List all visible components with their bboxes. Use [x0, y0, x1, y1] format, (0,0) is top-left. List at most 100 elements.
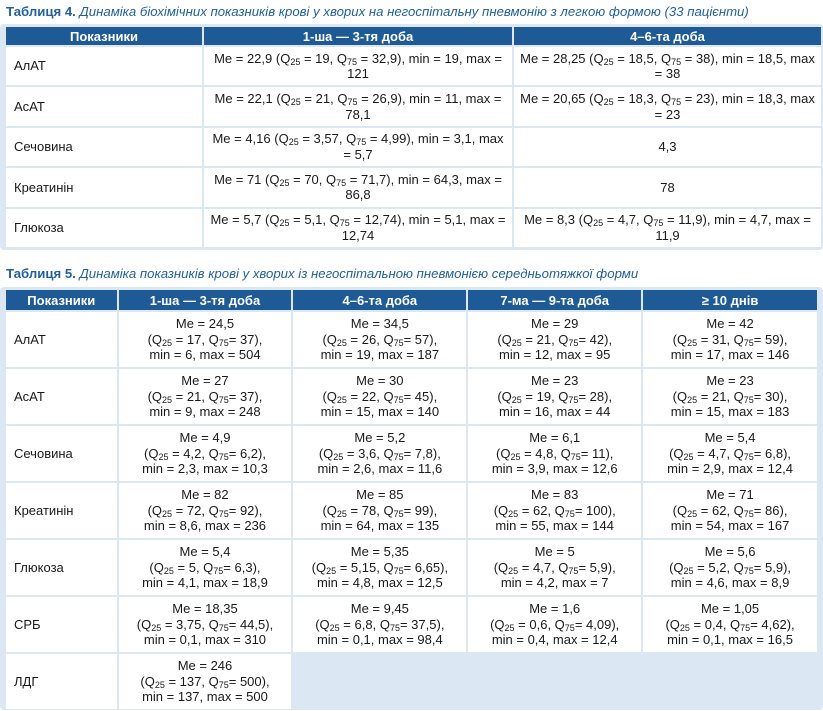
q75-value: 37,5 — [411, 616, 437, 632]
row-label: АсАТ — [6, 369, 117, 424]
table4-header-row: Показники 1-ша — 3-тя доба 4–6-та доба — [6, 27, 821, 45]
q25-value: 72 — [186, 502, 202, 518]
table4: Показники 1-ша — 3-тя доба 4–6-та доба АлА… — [4, 25, 823, 249]
stat-cell: Me = 246 (Q25 = 137, Q75= 500), min = 137,… — [118, 654, 292, 709]
min-value: 64,3 — [433, 171, 459, 187]
min-value: 16 — [534, 404, 550, 420]
median-value: 5,2 — [387, 430, 406, 446]
q25-value: 22 — [361, 388, 377, 404]
q25-value: 19 — [536, 388, 552, 404]
q25-value: 31 — [711, 331, 727, 347]
q75-value: 38 — [695, 50, 711, 66]
max-value: 12,6 — [592, 461, 618, 477]
min-value: 6 — [185, 347, 193, 363]
stat-cell: Me = 8,3 (Q25 = 4,7, Q75 = 11,9), min = … — [514, 208, 821, 247]
max-value: 167 — [767, 518, 790, 534]
stat-cell: Me = 5,7 (Q25 = 5,1, Q75 = 12,74), min =… — [204, 208, 512, 247]
max-value: 12,74 — [341, 227, 375, 243]
table4-caption-label: Таблиця 4. — [6, 4, 76, 19]
max-value: 98,4 — [417, 632, 443, 648]
min-value: 2,6 — [353, 461, 372, 477]
min-value: 54 — [706, 518, 722, 534]
q25-value: 21 — [711, 388, 727, 404]
min-value: 12 — [534, 347, 550, 363]
q75-value: 23 — [695, 91, 711, 107]
table4-caption: Таблиця 4. Динаміка біохімічних показник… — [6, 4, 749, 19]
stat-cell: Me = 71 (Q25 = 70, Q75 = 71,7), min = 64… — [204, 168, 512, 207]
stat-cell: Me = 5,6 (Q25 = 5,2, Q75= 5,9), min = 4,6,… — [643, 540, 817, 595]
table5-header-row: Показники 1-ша — 3-тя доба 4–6-та доба 7-ма… — [6, 290, 817, 310]
max-value: 5,7 — [354, 146, 373, 162]
median-value: 22,9 — [246, 50, 273, 66]
table5-header-0: Показники — [6, 290, 117, 310]
median-value: 34,5 — [383, 316, 409, 332]
stat-cell: Me = 5,4 (Q25 = 4,7, Q75= 6,8), min = 2,9,… — [643, 426, 817, 481]
table-row: АсАТ Me = 22,1 (Q25 = 21, Q75 = 26,9), mi… — [6, 87, 821, 126]
q75-value: 30 — [765, 388, 780, 404]
stat-cell: Me = 5,35 (Q25 = 5,15, Q75= 6,65), min = 4… — [293, 540, 467, 595]
min-value: 3,9 — [527, 461, 546, 477]
empty-cell — [468, 654, 642, 709]
max-value: 310 — [244, 632, 267, 648]
table-row: Глюкоза Me = 5,4 (Q25 = 5, Q75= 6,3), min =… — [6, 540, 817, 595]
table5-header-1: 1-ша — 3-тя доба — [118, 290, 292, 310]
row-label: Глюкоза — [6, 208, 202, 247]
max-value: 144 — [592, 518, 614, 534]
q25-value: 19 — [315, 50, 330, 66]
min-value: 4,1 — [177, 575, 196, 591]
stat-cell: Me = 9,45 (Q25 = 6,8, Q75= 37,5), min = 0,… — [293, 597, 467, 652]
table4-header-1: 1-ша — 3-тя доба — [204, 27, 512, 45]
row-label: АлАТ — [6, 47, 202, 86]
max-value: 504 — [238, 347, 261, 363]
min-value: 4,8 — [352, 575, 371, 591]
median-value: 1,6 — [562, 601, 581, 617]
table5-header-3: 7-ма — 9-та доба — [468, 290, 642, 310]
q75-value: 4,62 — [761, 616, 787, 632]
max-value: 18,9 — [242, 575, 268, 591]
q75-value: 26,9 — [372, 91, 398, 107]
q75-value: 6,2 — [239, 445, 259, 461]
min-value: 137 — [177, 689, 200, 705]
max-value: 187 — [417, 347, 440, 363]
min-value: 18,3 — [757, 91, 784, 107]
median-value: 30 — [389, 373, 404, 389]
max-value: 23 — [665, 106, 681, 122]
table-row: СРБ Me = 18,35 (Q25 = 3,75, Q75= 44,5), min… — [6, 597, 817, 652]
stat-cell: Me = 20,65 (Q25 = 18,3, Q75 = 23), min =… — [514, 87, 821, 126]
min-value: 0,1 — [702, 632, 722, 648]
median-value: 5,4 — [212, 544, 231, 560]
empty-cell — [643, 654, 817, 709]
q75-value: 37 — [239, 331, 255, 347]
stat-cell: Me = 5 (Q25 = 4,7, Q75= 5,9), min = 4,2, m… — [468, 540, 642, 595]
median-value: 5,6 — [737, 544, 756, 560]
min-value: 19 — [356, 347, 371, 363]
max-value: 78,1 — [345, 106, 371, 122]
q25-value: 21 — [315, 91, 331, 107]
max-value: 11,6 — [417, 461, 443, 477]
median-value: 4,16 — [245, 131, 271, 147]
min-value: 19 — [444, 50, 459, 66]
stat-cell: Me = 29 (Q25 = 21, Q75= 42), min = 12, max… — [468, 312, 642, 367]
max-value: 16,5 — [767, 632, 793, 648]
q25-value: 0,4 — [704, 616, 723, 632]
q75-value: 6,3 — [234, 559, 253, 575]
q25-value: 4,7 — [533, 559, 552, 575]
median-value: 71 — [246, 171, 262, 187]
q75-value: 7,8 — [414, 445, 433, 461]
min-value: 17 — [706, 347, 722, 363]
median-value: 24,5 — [208, 316, 235, 332]
q75-value: 6,65 — [414, 559, 441, 575]
median-value: 71 — [739, 487, 754, 503]
q75-value: 11,9 — [678, 212, 703, 228]
table4-header-0: Показники — [6, 27, 202, 45]
stat-cell: Me = 23 (Q25 = 19, Q75= 28), min = 16, max… — [468, 369, 642, 424]
q75-value: 57 — [414, 331, 430, 347]
max-value: 7 — [601, 575, 609, 591]
q75-value: 4,99 — [381, 131, 407, 147]
q25-value: 3,6 — [358, 445, 377, 461]
q75-value: 28 — [589, 388, 605, 404]
table5-header-4: ≥ 10 днів — [643, 290, 817, 310]
q25-value: 21 — [536, 331, 552, 347]
row-label: Сечовина — [6, 127, 202, 167]
median-value: 9,45 — [383, 601, 409, 617]
